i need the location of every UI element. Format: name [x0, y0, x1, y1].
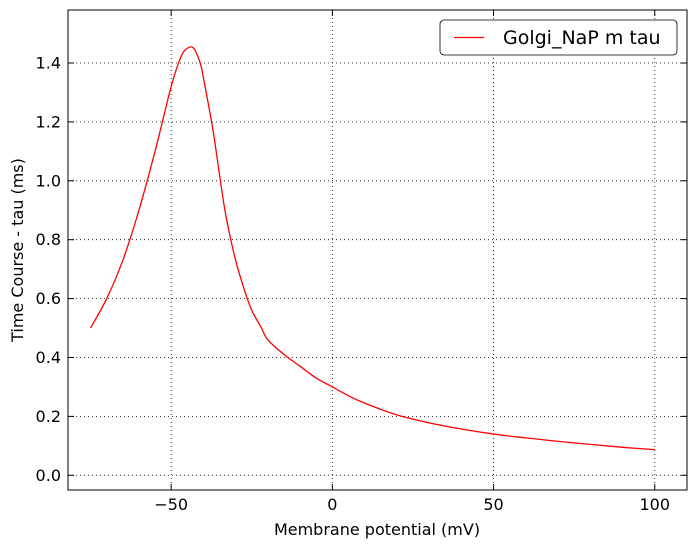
legend-label: Golgi_NaP m tau — [503, 27, 661, 49]
x-tick-label: 0 — [327, 495, 337, 514]
x-tick-label: 50 — [483, 495, 503, 514]
y-tick-label: 0.8 — [36, 230, 61, 249]
series-line — [89, 46, 655, 451]
y-tick-label: 1.2 — [36, 112, 61, 131]
x-tick-label: −50 — [154, 495, 188, 514]
x-tick-label: 100 — [639, 495, 670, 514]
x-axis-label: Membrane potential (mV) — [274, 520, 480, 539]
plot-background — [68, 10, 687, 490]
grid — [68, 10, 687, 490]
y-tick-label: 0.0 — [36, 466, 61, 485]
series-layer — [89, 46, 655, 451]
y-tick-label: 0.6 — [36, 289, 61, 308]
legend: Golgi_NaP m tau — [439, 19, 678, 56]
y-tick-label: 1.4 — [36, 54, 61, 73]
plot-frame — [67, 9, 688, 491]
ticks: −50 0 50 100 0.0 0.2 0.4 0.6 0.8 1.0 1.2 1.4 — [36, 10, 687, 514]
y-tick-label: 0.2 — [36, 407, 61, 426]
y-tick-label: 0.4 — [36, 348, 61, 367]
y-axis-label: Time Course - tau (ms) — [8, 158, 27, 343]
y-tick-label: 1.0 — [36, 171, 61, 190]
legend-box — [439, 19, 678, 56]
